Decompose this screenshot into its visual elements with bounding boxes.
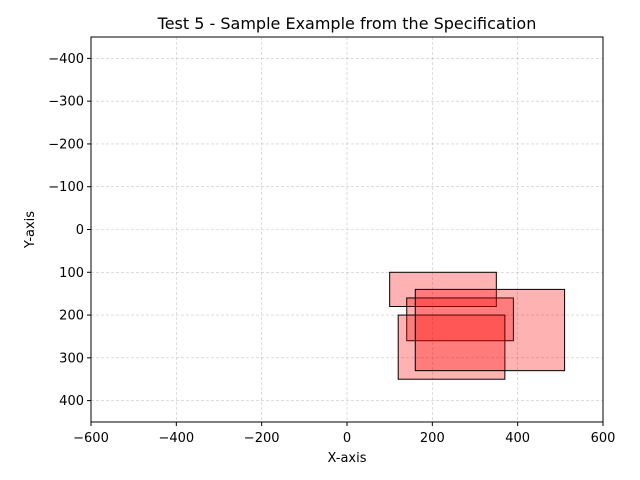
y-tick-label: 0 <box>76 223 84 238</box>
x-tick-label: 400 <box>505 431 530 446</box>
y-tick-label: −400 <box>48 52 84 67</box>
x-tick-label: −400 <box>158 431 194 446</box>
x-tick-label: 600 <box>591 431 616 446</box>
data-rectangle-2 <box>406 297 514 342</box>
y-axis-ticks: −400 −300 −200 −100 0 100 200 300 400 <box>48 52 91 409</box>
x-tick-label: 0 <box>343 431 351 446</box>
x-axis-label: X-axis <box>328 451 367 466</box>
y-tick-label: 300 <box>59 351 84 366</box>
y-tick-label: −300 <box>48 95 84 110</box>
data-rectangle-4 <box>414 288 566 372</box>
chart-title: Test 5 - Sample Example from the Specifi… <box>157 14 537 33</box>
x-tick-label: 200 <box>420 431 445 446</box>
y-tick-label: 100 <box>59 266 84 281</box>
y-tick-label: 400 <box>59 394 84 409</box>
x-tick-label: −200 <box>244 431 280 446</box>
data-rectangle-3 <box>397 314 506 380</box>
x-tick-label: −600 <box>73 431 109 446</box>
data-rectangles <box>389 271 566 380</box>
y-tick-label: 200 <box>59 309 84 324</box>
y-tick-label: −200 <box>48 137 84 152</box>
y-axis-label: Y-axis <box>23 211 38 249</box>
x-axis-ticks: −600 −400 −200 0 200 400 600 <box>73 422 615 446</box>
y-tick-label: −100 <box>48 180 84 195</box>
